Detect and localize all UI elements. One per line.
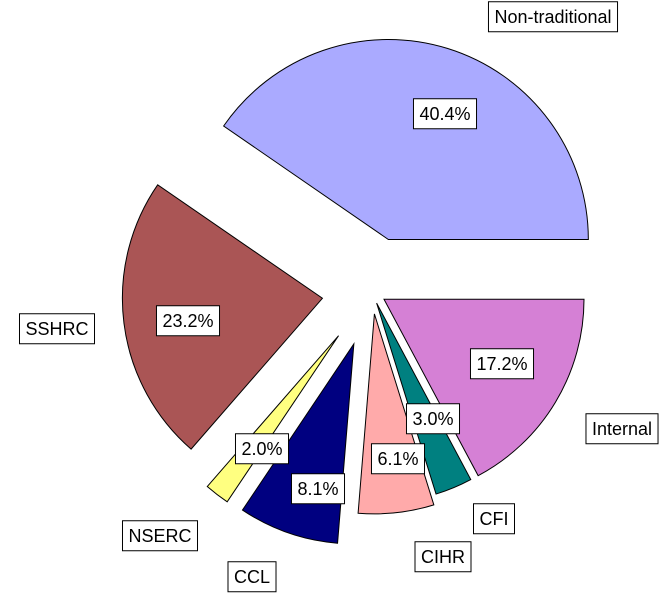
category-label-group: SSHRC <box>18 313 96 345</box>
value-label-group: 23.2% <box>155 305 221 337</box>
category-label-group: NSERC <box>121 520 199 552</box>
category-label-box <box>227 561 277 593</box>
category-label-box <box>585 413 659 445</box>
category-label: Non-traditional <box>494 7 611 27</box>
value-label: 6.1% <box>377 449 418 469</box>
value-label: 2.0% <box>241 439 282 459</box>
value-label: 23.2% <box>162 311 213 331</box>
category-label-group: Internal <box>585 413 659 445</box>
category-label: CCL <box>234 567 270 587</box>
category-label-group: CCL <box>227 561 277 593</box>
value-label-box <box>155 305 221 337</box>
value-label-box <box>469 348 535 380</box>
value-label-group: 17.2% <box>469 348 535 380</box>
value-label-group: 8.1% <box>290 473 346 505</box>
category-label-box <box>473 503 515 535</box>
value-label-box <box>234 433 290 465</box>
pie-slice <box>383 298 585 477</box>
value-label-group: 40.4% <box>412 98 478 130</box>
category-label: CFI <box>480 509 509 529</box>
pie-slice <box>121 184 324 450</box>
category-label-box <box>487 1 619 33</box>
value-label-group: 6.1% <box>370 443 426 475</box>
value-label: 40.4% <box>419 104 470 124</box>
category-label: Internal <box>592 419 652 439</box>
category-label-group: Non-traditional <box>487 1 619 33</box>
value-label-group: 3.0% <box>405 403 461 435</box>
category-label: CIHR <box>421 547 465 567</box>
category-label-group: CFI <box>473 503 515 535</box>
category-label: SSHRC <box>25 319 88 339</box>
pie-slice <box>222 39 589 240</box>
value-label-box <box>370 443 426 475</box>
value-label: 17.2% <box>476 354 527 374</box>
value-label: 3.0% <box>412 409 453 429</box>
value-label: 8.1% <box>297 479 338 499</box>
value-label-box <box>290 473 346 505</box>
category-label-box <box>121 520 199 552</box>
value-label-box <box>412 98 478 130</box>
category-label-box <box>414 541 472 573</box>
value-label-group: 2.0% <box>234 433 290 465</box>
category-label: NSERC <box>128 526 191 546</box>
pie-slice <box>376 302 472 495</box>
category-label-box <box>18 313 96 345</box>
category-label-group: CIHR <box>414 541 472 573</box>
value-label-box <box>405 403 461 435</box>
